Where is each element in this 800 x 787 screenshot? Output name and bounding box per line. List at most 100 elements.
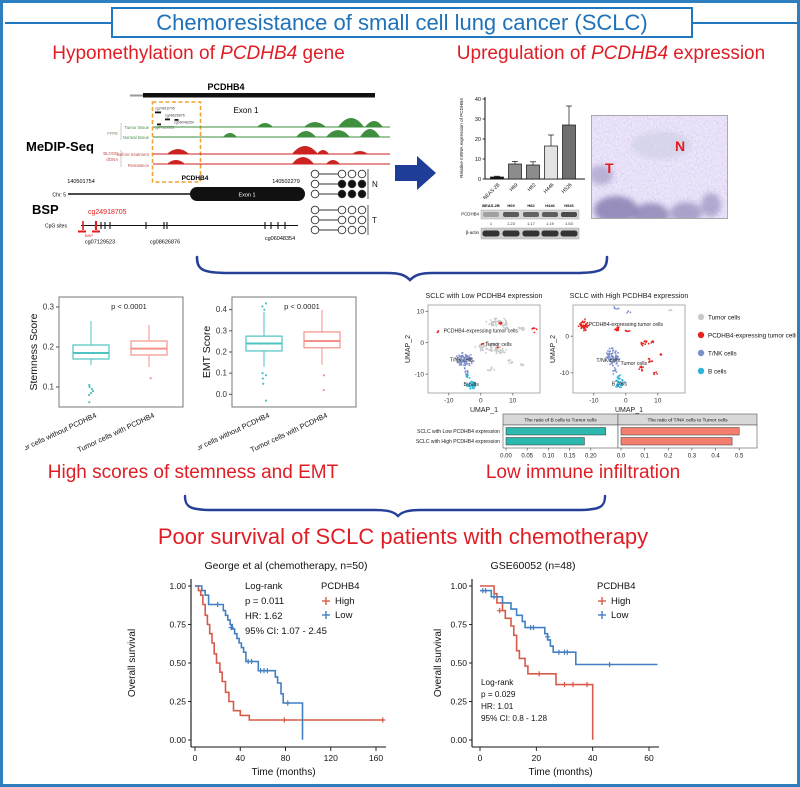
svg-text:0.0: 0.0	[617, 454, 626, 460]
medip-seq-label: MeDIP-Seq	[26, 139, 94, 154]
highlighted-probe-label: cg24918705	[88, 209, 127, 216]
heading-survival-text: Poor survival of SCLC patients with chem…	[157, 524, 649, 549]
bsp-gene-name: PCDHB4	[182, 175, 209, 182]
svg-text:20: 20	[532, 753, 542, 763]
probe-label-cg07129523: cg07129523	[85, 240, 115, 246]
svg-text:FFPE: FFPE	[107, 131, 118, 136]
svg-text:0: 0	[420, 340, 424, 347]
svg-text:BEAS-2B: BEAS-2B	[482, 203, 500, 208]
svg-text:Overall survival: Overall survival	[433, 629, 444, 697]
svg-text:Tumor cells without PCDHB4: Tumor cells without PCDHB4	[198, 411, 271, 459]
svg-text:The ratio of B cells to Tumor: The ratio of B cells to Tumor cells	[524, 418, 597, 424]
svg-text:UMAP_2: UMAP_2	[405, 335, 412, 363]
svg-text:60: 60	[644, 753, 654, 763]
heading-immune: Low immune infiltration	[433, 462, 733, 484]
probe-label-cg08626876: cg08626876	[150, 240, 180, 246]
svg-text:p < 0.0001: p < 0.0001	[111, 302, 147, 311]
cpg-probe-labels: cg24918705 cg08626876 cg07129523 cg06048…	[155, 107, 194, 130]
heading-stemness-emt-text: High scores of stemness and EMT	[47, 462, 339, 483]
svg-text:SCLC with High PCDHB4 expressi: SCLC with High PCDHB4 expression	[416, 439, 500, 445]
svg-text:0.2: 0.2	[664, 454, 673, 460]
svg-text:0.2: 0.2	[216, 348, 228, 357]
bsp-primer-left	[78, 230, 86, 233]
probe-mark	[174, 119, 179, 121]
svg-text:0: 0	[193, 753, 198, 763]
cpg-island-highlight-box	[151, 101, 202, 183]
ihc-normal-label: N	[675, 138, 685, 154]
svg-text:0.2: 0.2	[43, 343, 55, 352]
heading-immune-text: Low immune infiltration	[485, 462, 681, 483]
svg-text:Stemness Score: Stemness Score	[28, 313, 40, 390]
heading-hypomethylation-text: Hypomethylation of	[52, 43, 221, 64]
svg-text:George et al (chemotherapy, n=: George et al (chemotherapy, n=50)	[205, 560, 368, 572]
probe-mark	[157, 123, 161, 126]
svg-text:T/NK cells: T/NK cells	[596, 358, 620, 364]
gene-name-top: PCDHB4	[207, 82, 244, 92]
brace-top-icon	[195, 255, 609, 282]
probe-cg24918705: cg24918705	[155, 107, 175, 111]
svg-text:PCDHB4-expressing tumor cells: PCDHB4-expressing tumor cells	[444, 329, 519, 335]
svg-text:H82: H82	[527, 182, 538, 193]
svg-text:B cells: B cells	[464, 382, 480, 388]
svg-text:HR: 1.62: HR: 1.62	[245, 611, 283, 622]
ihc-tumor-label: T	[605, 160, 614, 176]
svg-text:1.00: 1.00	[450, 581, 467, 591]
svg-text:80: 80	[281, 753, 291, 763]
svg-text:1.53: 1.53	[565, 221, 574, 226]
heading-survival: Poor survival of SCLC patients with chem…	[103, 524, 703, 550]
svg-text:Time (months): Time (months)	[528, 767, 592, 778]
qpcr-bar-chart: 0 10 20 30 40 Relative mRNA expression of PCD…	[459, 97, 585, 199]
genomics-panel: PCDHB4 Exon 1 cg24918705 cg08626876 cg07…	[26, 82, 390, 246]
cpg-sites-label: CpG sites	[45, 224, 67, 230]
svg-text:0.4: 0.4	[711, 454, 720, 460]
brace-bottom-icon	[183, 494, 607, 518]
svg-text:T: T	[372, 216, 377, 225]
heading-hypomethylation-suffix: gene	[297, 43, 345, 64]
svg-text:p = 0.029: p = 0.029	[481, 690, 516, 699]
svg-text:UMAP_1: UMAP_1	[615, 407, 643, 414]
svg-text:UMAP_2: UMAP_2	[550, 335, 557, 363]
svg-text:0.00: 0.00	[450, 735, 467, 745]
svg-text:0.05: 0.05	[521, 454, 533, 460]
umap-panels: SCLC with Low PCDHB4 expression -10 0 10 10 0…	[405, 291, 796, 414]
svg-text:0.75: 0.75	[169, 620, 186, 630]
ihc-image: T N	[589, 115, 728, 227]
svg-text:PCDHB4-expressing tumor cells: PCDHB4-expressing tumor cells	[708, 332, 796, 339]
svg-text:1: 1	[490, 221, 493, 226]
exon1-label: Exon 1	[234, 106, 259, 115]
svg-text:40: 40	[236, 753, 246, 763]
svg-text:0.0: 0.0	[216, 390, 228, 399]
svg-text:95% CI: 1.07 - 2.45: 95% CI: 1.07 - 2.45	[245, 626, 327, 637]
svg-text:Before treatment: Before treatment	[117, 152, 150, 157]
probe-cg06048354: cg06048354	[174, 121, 194, 125]
svg-text:0.3: 0.3	[216, 326, 228, 335]
medip-signal-tracks: FFPE Tumor tissue Normal tissue BLOODcfDNAB…	[103, 118, 390, 168]
figure-title-box: Chemoresistance of small cell lung cance…	[111, 7, 693, 38]
svg-text:Relative mRNA expression of PC: Relative mRNA expression of PCDHB4	[459, 98, 464, 178]
svg-text:Tumor tissue: Tumor tissue	[124, 125, 149, 130]
svg-text:T/NK cells: T/NK cells	[450, 358, 474, 364]
svg-text:GSE60052 (n=48): GSE60052 (n=48)	[491, 560, 576, 572]
svg-text:SCLC with Low PCDHB4 expressio: SCLC with Low PCDHB4 expression	[417, 429, 500, 435]
svg-text:0.75: 0.75	[450, 620, 467, 630]
svg-text:10: 10	[509, 398, 517, 405]
probe-cg08626876: cg08626876	[165, 114, 185, 118]
svg-text:0: 0	[565, 333, 569, 340]
svg-text:0.15: 0.15	[564, 454, 576, 460]
svg-text:0.25: 0.25	[450, 697, 467, 707]
heading-stemness-emt: High scores of stemness and EMT	[13, 462, 373, 484]
svg-text:BEAS-2B: BEAS-2B	[482, 182, 502, 199]
gene-body-bar	[143, 93, 375, 98]
svg-text:0.1: 0.1	[640, 454, 649, 460]
svg-text:10: 10	[475, 157, 481, 163]
svg-text:Tumor cells without PCDHB4: Tumor cells without PCDHB4	[25, 411, 98, 459]
exon-box-label: Exon 1	[238, 193, 255, 199]
svg-text:B cells: B cells	[612, 382, 628, 388]
svg-text:PCDHB4: PCDHB4	[597, 581, 636, 592]
svg-text:0.25: 0.25	[169, 697, 186, 707]
svg-text:0.3: 0.3	[688, 454, 697, 460]
svg-text:0: 0	[624, 398, 628, 405]
svg-text:0: 0	[478, 753, 483, 763]
svg-text:0.3: 0.3	[43, 303, 55, 312]
